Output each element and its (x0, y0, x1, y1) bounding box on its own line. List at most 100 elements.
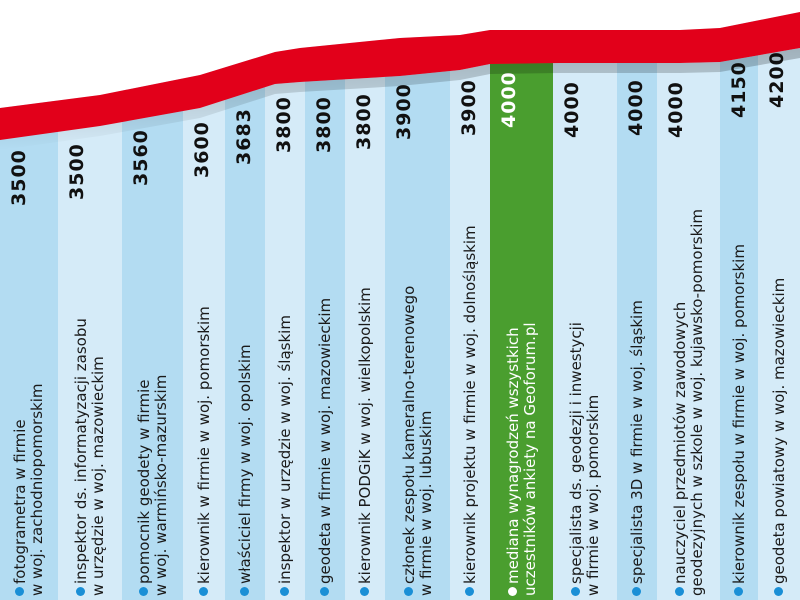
column-rotated-content: geodeta powiatowy w woj. mazowieckim 4200 (758, 0, 800, 600)
salary-column: nauczyciel przedmiotów zawodowych geodezy… (657, 0, 720, 600)
category-label-line-1: kierownik zespołu w firmie w woj. pomors… (729, 244, 748, 584)
category-label-line-2: w woj. warmińsko-mazurskim (151, 374, 170, 596)
category-label-line-1: pomocnik geodety w firmie (134, 379, 153, 584)
category-label-line-1: właściciel firmy w woj. opolskim (235, 344, 254, 584)
value-label: 3500 (8, 149, 30, 206)
bullet-icon (631, 587, 641, 596)
value-label: 4200 (766, 51, 788, 108)
category-label: członek zespołu kameralno-terenowego w fi… (399, 285, 435, 596)
bullet-icon (674, 587, 684, 596)
category-label: inspektor ds. informatyzacji zasobu w urz… (72, 318, 107, 596)
column-rotated-content: kierownik projektu w firmie w woj. dolno… (450, 0, 490, 600)
category-label: kierownik PODGiK w woj. wielkopolskim (355, 287, 374, 596)
bullet-icon (571, 587, 580, 596)
bullet-icon (138, 587, 148, 596)
value-label: 4000 (665, 81, 687, 138)
bullet-icon (239, 587, 249, 596)
category-label: specjalista ds. geodezji i inwestycji w f… (567, 322, 602, 596)
column-rotated-content: kierownik zespołu w firmie w woj. pomors… (720, 0, 758, 600)
salary-column: kierownik zespołu w firmie w woj. pomors… (720, 0, 758, 600)
category-label-line-1: kierownik projektu w firmie w woj. dolno… (460, 225, 479, 584)
bullet-icon (319, 587, 329, 596)
category-label-line-2: w firmie w woj. lubuskim (416, 410, 435, 596)
category-label-line-1: mediana wynagrodzeń wszystkich (503, 327, 522, 584)
salary-column: fotogrametra w firmie w woj. zachodniopom… (0, 0, 58, 600)
column-rotated-content: pomocnik geodety w firmie w woj. warmińsk… (122, 0, 183, 600)
value-label: 3900 (458, 79, 480, 136)
category-label-line-2: geodezyjnych w szkole w woj. kujawsko-po… (687, 208, 706, 596)
bullet-icon (464, 587, 474, 596)
column-rotated-content: mediana wynagrodzeń wszystkich uczestnikó… (490, 0, 553, 600)
category-label: pomocnik geodety w firmie w woj. warmińsk… (134, 374, 170, 596)
bullet-icon (773, 587, 783, 596)
category-label-line-1: specjalista 3D w firmie w woj. śląskim (627, 300, 646, 584)
salary-column: inspektor ds. informatyzacji zasobu w urz… (58, 0, 122, 600)
salary-column: kierownik PODGiK w woj. wielkopolskim 380… (345, 0, 385, 600)
category-label-line-1: geodeta powiatowy w woj. mazowieckim (769, 277, 788, 584)
category-label: fotogrametra w firmie w woj. zachodniopom… (11, 383, 46, 597)
category-label: mediana wynagrodzeń wszystkich uczestnikó… (503, 322, 539, 596)
column-rotated-content: inspektor w urzędzie w woj. śląskim 3800 (265, 0, 305, 600)
value-label: 4000 (625, 79, 647, 136)
value-label: 4000 (561, 81, 583, 138)
category-label-line-1: kierownik w firmie w woj. pomorskim (194, 306, 213, 584)
salary-column: specjalista 3D w firmie w woj. śląskim 40… (617, 0, 657, 600)
salary-column: kierownik w firmie w woj. pomorskim 3600 (183, 0, 225, 600)
value-label: 4150 (728, 61, 750, 118)
category-label: właściciel firmy w woj. opolskim (235, 344, 254, 596)
category-label-line-1: specjalista ds. geodezji i inwestycji (567, 322, 585, 584)
salary-column: inspektor w urzędzie w woj. śląskim 3800 (265, 0, 305, 600)
category-label-line-1: kierownik PODGiK w woj. wielkopolskim (355, 287, 374, 584)
category-label: specjalista 3D w firmie w woj. śląskim (627, 300, 646, 596)
salary-column: właściciel firmy w woj. opolskim 3683 (225, 0, 265, 600)
bullet-icon (403, 587, 413, 596)
salary-column: kierownik projektu w firmie w woj. dolno… (450, 0, 490, 600)
column-rotated-content: fotogrametra w firmie w woj. zachodniopom… (0, 0, 58, 600)
salary-column: geodeta w firmie w woj. mazowieckim 3800 (305, 0, 345, 600)
category-label: kierownik w firmie w woj. pomorskim (194, 306, 213, 596)
column-rotated-content: specjalista 3D w firmie w woj. śląskim 40… (617, 0, 657, 600)
salary-column: specjalista ds. geodezji i inwestycji w f… (553, 0, 617, 600)
value-label: 3500 (66, 143, 88, 200)
value-label: 3800 (313, 96, 335, 153)
column-rotated-content: geodeta w firmie w woj. mazowieckim 3800 (305, 0, 345, 600)
column-rotated-content: inspektor ds. informatyzacji zasobu w urz… (58, 0, 122, 600)
value-label: 4000 (498, 71, 520, 128)
category-label: kierownik zespołu w firmie w woj. pomors… (729, 244, 748, 596)
salary-column: geodeta powiatowy w woj. mazowieckim 4200 (758, 0, 800, 600)
category-label: geodeta w firmie w woj. mazowieckim (315, 297, 334, 596)
category-label-line-2: w woj. zachodniopomorskim (28, 383, 46, 597)
category-label-line-1: geodeta w firmie w woj. mazowieckim (315, 297, 334, 584)
column-rotated-content: specjalista ds. geodezji i inwestycji w f… (553, 0, 617, 600)
category-label: geodeta powiatowy w woj. mazowieckim (769, 277, 788, 596)
value-label: 3560 (130, 129, 152, 186)
value-label: 3900 (393, 83, 415, 140)
column-rotated-content: nauczyciel przedmiotów zawodowych geodezy… (657, 0, 720, 600)
value-label: 3683 (233, 108, 255, 165)
bullet-icon (198, 587, 208, 596)
category-label-line-1: fotogrametra w firmie (11, 419, 29, 584)
category-label: nauczyciel przedmiotów zawodowych geodezy… (670, 208, 706, 596)
category-label-line-2: w urzędzie w woj. mazowieckim (89, 356, 107, 596)
bullet-icon (359, 587, 369, 596)
category-label: inspektor w urzędzie w woj. śląskim (275, 315, 294, 596)
bullet-icon (279, 587, 289, 596)
category-label-line-1: inspektor ds. informatyzacji zasobu (72, 318, 90, 584)
value-label: 3800 (273, 96, 295, 153)
category-label-line-1: inspektor w urzędzie w woj. śląskim (275, 315, 294, 584)
column-rotated-content: kierownik w firmie w woj. pomorskim 3600 (183, 0, 225, 600)
bullet-icon (76, 587, 85, 596)
median-column: mediana wynagrodzeń wszystkich uczestnikó… (490, 0, 553, 600)
category-label-line-1: członek zespołu kameralno-terenowego (399, 285, 418, 584)
salary-column: członek zespołu kameralno-terenowego w fi… (385, 0, 450, 600)
bullet-icon (507, 587, 517, 596)
bullet-icon (733, 587, 743, 596)
column-rotated-content: właściciel firmy w woj. opolskim 3683 (225, 0, 265, 600)
category-label: kierownik projektu w firmie w woj. dolno… (460, 225, 479, 596)
column-rotated-content: członek zespołu kameralno-terenowego w fi… (385, 0, 450, 600)
bullet-icon (15, 587, 24, 596)
value-label: 3600 (191, 121, 213, 178)
salary-column: pomocnik geodety w firmie w woj. warmińsk… (122, 0, 183, 600)
category-label-line-1: nauczyciel przedmiotów zawodowych (670, 301, 689, 584)
category-label-line-2: uczestników ankiety na Geoforum.pl (520, 322, 539, 596)
